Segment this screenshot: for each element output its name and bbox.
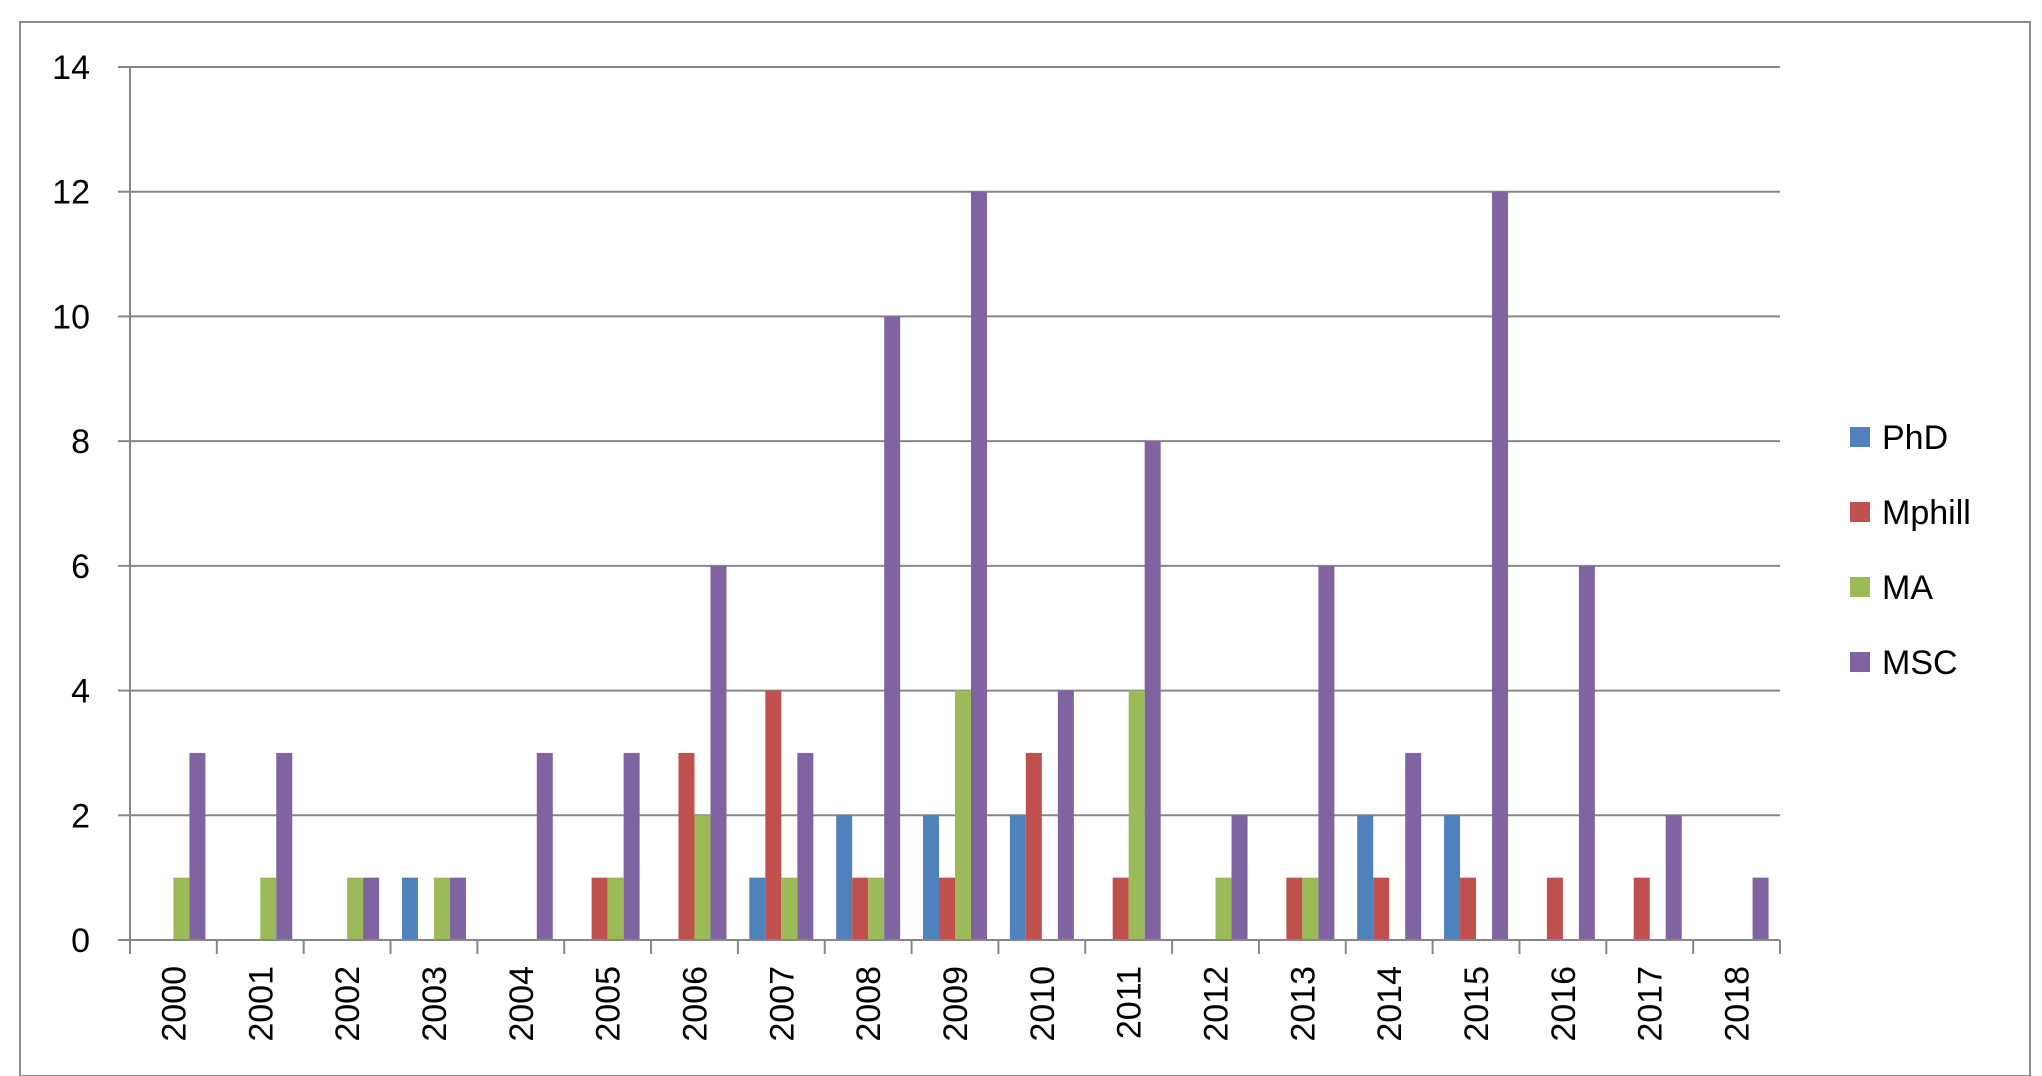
x-tick-label: 2000 (155, 966, 193, 1042)
legend-label-ma: MA (1882, 569, 1933, 607)
bar-mphill-2007 (765, 690, 782, 940)
legend-swatch-mphill (1850, 502, 1870, 522)
bar-msc-2000 (189, 752, 206, 940)
bar-mphill-2017 (1633, 877, 1650, 940)
legend-swatch-phd (1850, 427, 1870, 447)
x-tick-label: 2011 (1111, 966, 1149, 1039)
bar-msc-2017 (1665, 815, 1682, 940)
bar-ma-2006 (694, 815, 711, 940)
y-tick-label: 10 (52, 298, 90, 336)
bar-mphill-2005 (591, 877, 608, 940)
bar-mphill-2016 (1546, 877, 1563, 940)
x-tick-label: 2001 (242, 966, 280, 1042)
bar-phd-2009 (923, 815, 939, 940)
bar-mphill-2008 (852, 877, 869, 940)
bar-msc-2014 (1405, 752, 1422, 940)
legend-label-msc: MSC (1882, 644, 1958, 682)
bar-phd-2015 (1444, 815, 1461, 940)
y-tick-label: 2 (71, 797, 90, 835)
bar-msc-2001 (276, 752, 293, 940)
bar-ma-2007 (781, 877, 798, 940)
bar-ma-2008 (868, 877, 885, 940)
y-tick-label: 0 (71, 922, 90, 960)
x-tick-label: 2010 (1024, 966, 1062, 1042)
bar-msc-2005 (623, 752, 640, 940)
y-tick-label: 8 (71, 423, 90, 461)
bar-msc-2011 (1144, 441, 1161, 940)
axes (118, 66, 1781, 954)
bar-mphill-2011 (1112, 877, 1129, 940)
bar-phd-2003 (401, 877, 418, 940)
bar-mphill-2009 (939, 877, 955, 940)
bar-msc-2018 (1752, 877, 1769, 940)
bar-ma-2001 (260, 877, 277, 940)
x-tick-label: 2005 (590, 966, 628, 1042)
bar-msc-2013 (1318, 565, 1335, 940)
y-tick-label: 4 (71, 673, 90, 711)
x-tick-label: 2016 (1545, 966, 1583, 1042)
x-tick-label: 2013 (1284, 966, 1322, 1042)
bar-msc-2009 (971, 191, 987, 940)
x-tick-label: 2008 (850, 966, 888, 1042)
bar-ma-2000 (173, 877, 190, 940)
bar-msc-2003 (449, 877, 466, 940)
bar-msc-2016 (1578, 565, 1595, 940)
y-tick-labels: 0 2 4 6 8 10 12 14 (52, 49, 90, 960)
bar-msc-2006 (710, 565, 727, 940)
x-tick-label: 2017 (1632, 966, 1670, 1042)
bar-ma-2005 (607, 877, 624, 940)
legend-swatch-ma (1850, 577, 1870, 597)
legend-swatch-msc (1850, 652, 1870, 672)
x-tick-label: 2004 (503, 966, 541, 1042)
legend: PhD Mphill MA MSC (1850, 419, 1971, 682)
bar-mphill-2014 (1373, 877, 1390, 940)
x-tick-label: 2006 (676, 966, 714, 1042)
x-tick-label: 2014 (1371, 966, 1409, 1042)
bars (173, 191, 1769, 940)
bar-phd-2007 (749, 877, 766, 940)
x-tick-label: 2003 (416, 966, 454, 1042)
bar-ma-2012 (1215, 877, 1232, 940)
x-tick-label: 2012 (1198, 966, 1236, 1042)
bar-msc-2002 (363, 877, 380, 940)
bar-mphill-2010 (1025, 752, 1042, 940)
x-tick-label: 2015 (1458, 966, 1496, 1042)
bar-phd-2014 (1357, 815, 1374, 940)
bar-msc-2004 (536, 752, 553, 940)
legend-label-phd: PhD (1882, 419, 1948, 457)
y-tick-label: 12 (52, 174, 90, 212)
bar-phd-2010 (1009, 815, 1026, 940)
x-tick-label: 2009 (937, 966, 975, 1042)
y-tick-label: 14 (52, 49, 90, 87)
bar-msc-2007 (797, 752, 814, 940)
bar-ma-2003 (433, 877, 450, 940)
bar-ma-2009 (955, 690, 971, 940)
bar-phd-2008 (836, 815, 853, 940)
legend-label-mphill: Mphill (1882, 494, 1971, 532)
bar-msc-2012 (1231, 815, 1248, 940)
y-tick-label: 6 (71, 548, 90, 586)
bar-mphill-2013 (1286, 877, 1303, 940)
bar-mphill-2015 (1460, 877, 1477, 940)
x-tick-label: 2002 (329, 966, 367, 1042)
bar-msc-2008 (884, 316, 901, 940)
bar-ma-2013 (1302, 877, 1319, 940)
x-tick-label: 2018 (1719, 966, 1757, 1042)
bar-msc-2010 (1057, 690, 1074, 940)
x-tick-label: 2007 (763, 966, 801, 1042)
x-tick-labels: 2000 2001 2002 2003 2004 2005 2006 2007 2008 2009… (155, 966, 1756, 1042)
bar-msc-2015 (1492, 191, 1509, 940)
bar-ma-2011 (1128, 690, 1145, 940)
bar-mphill-2006 (678, 752, 695, 940)
bar-ma-2002 (347, 877, 364, 940)
